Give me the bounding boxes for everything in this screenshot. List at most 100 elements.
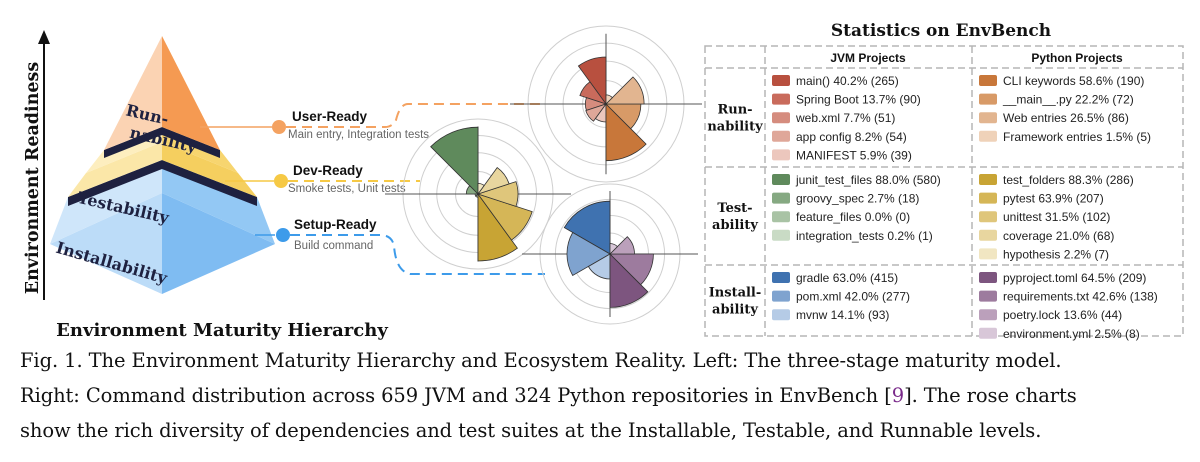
rose-wedge-python (476, 167, 510, 195)
row-label: Test- (717, 201, 752, 216)
rose-wedge-python (477, 182, 485, 196)
stage-name-setup-ready: Setup-Ready (294, 217, 377, 232)
legend-item: poetry.lock 13.6% (44) (1003, 308, 1122, 322)
caption-line-2-start: Right: Command distribution across 659 J… (20, 384, 892, 407)
legend-swatch (979, 290, 997, 302)
pyramid: Run- nability Testability Installability (50, 36, 275, 294)
stage-dot-dev-ready (274, 174, 288, 188)
legend-item: MANIFEST 5.9% (39) (796, 148, 912, 162)
legend-swatch (772, 130, 790, 142)
legend-swatch (772, 149, 790, 161)
stage-desc-setup-ready: Build command (294, 240, 373, 252)
legend-swatch (772, 192, 790, 204)
legend-item: web.xml 7.7% (51) (795, 111, 895, 125)
rose-wedge-jvm (577, 56, 607, 106)
legend-item: gradle 63.0% (415) (796, 271, 898, 285)
legend-item: junit_test_files 88.0% (580) (795, 173, 941, 187)
caption-line-1: Fig. 1. The Environment Maturity Hierarc… (20, 349, 1062, 372)
stage-labels: User-Ready Main entry, Integration tests… (288, 109, 429, 252)
stage-connectors (200, 103, 545, 275)
rose-wedge-python (605, 94, 613, 105)
rose-wedge-jvm (430, 126, 479, 195)
rose-chart-testability (385, 118, 571, 270)
legend-item: environment.yml 2.5% (8) (1003, 327, 1140, 341)
legend-item: Web entries 26.5% (86) (1003, 111, 1129, 125)
legend-swatch (772, 272, 790, 283)
legend-swatch (772, 309, 790, 321)
legend-item: test_folders 88.3% (286) (1003, 173, 1134, 187)
legend-item: coverage 21.0% (68) (1003, 229, 1114, 243)
rose-wedge-python (476, 181, 519, 207)
pyramid-divider (104, 127, 220, 158)
legend-swatch (772, 112, 790, 124)
rose-wedge-jvm (563, 200, 611, 255)
legend-swatch (979, 272, 997, 283)
pyramid-level-testability (68, 142, 162, 197)
legend-swatch (772, 174, 790, 185)
legend-item: feature_files 0.0% (0) (796, 210, 910, 224)
stats-title: Statistics on EnvBench (831, 21, 1051, 41)
stage-dot-setup-ready (276, 228, 290, 242)
legend-swatch (979, 248, 997, 260)
caption-line-2-end: ]. The rose charts (904, 384, 1077, 407)
rose-chart-runnability (510, 25, 702, 183)
legend-item: app config 8.2% (54) (796, 130, 907, 144)
rose-wedge-python (476, 193, 533, 241)
row-label: Install- (709, 286, 762, 301)
legend-swatch (979, 327, 997, 339)
legend-item: pytest 63.9% (207) (1003, 192, 1104, 206)
rose-wedge-python (605, 76, 645, 105)
stage-dot-user-ready (272, 120, 286, 134)
legend-item: Framework entries 1.5% (5) (1003, 130, 1151, 144)
legend-item: unittest 31.5% (102) (1003, 210, 1110, 224)
rose-wedge-python (609, 236, 635, 255)
stage-desc-user-ready: Main entry, Integration tests (288, 129, 429, 141)
legend-swatch (979, 130, 997, 142)
legend-item: CLI keywords 58.6% (190) (1003, 74, 1144, 88)
legend-swatch (772, 290, 790, 302)
legend-item: Spring Boot 13.7% (90) (796, 93, 921, 107)
legend-item: main() 40.2% (265) (796, 74, 899, 88)
legend-swatch (772, 229, 790, 241)
rose-wedge-jvm (579, 81, 608, 105)
rose-wedge-python (609, 253, 654, 286)
row-label: ability (712, 218, 758, 233)
rose-wedge-jvm (585, 103, 608, 122)
legend-swatch (772, 75, 790, 86)
legend-swatch (979, 211, 997, 223)
row-label: nability (707, 120, 763, 135)
legend-swatch (979, 229, 997, 241)
col-header-python: Python Projects (1031, 51, 1123, 65)
rose-wedge-jvm (566, 231, 611, 277)
rose-wedge-jvm (465, 185, 479, 195)
y-axis: Environment Readiness (23, 30, 50, 300)
legend-swatch (979, 93, 997, 105)
legend-item: __main__.py 22.2% (72) (1002, 93, 1134, 107)
legend-item: pyproject.toml 64.5% (209) (1003, 271, 1146, 285)
rose-wedge-python (477, 192, 518, 262)
row-label: ability (712, 303, 758, 318)
legend-item: requirements.txt 42.6% (138) (1003, 290, 1158, 304)
stats-table: Statistics on EnvBench JVM Projects Pyth… (704, 21, 1184, 341)
stage-desc-dev-ready: Smoke tests, Unit tests (288, 183, 406, 195)
col-header-jvm: JVM Projects (830, 51, 906, 65)
legend-item: integration_tests 0.2% (1) (796, 229, 933, 243)
legend-item: hypothesis 2.2% (7) (1003, 247, 1109, 261)
legend-swatch (979, 309, 997, 321)
caption-line-3: show the rich diversity of dependencies … (20, 419, 1042, 442)
rose-wedge-python (609, 253, 649, 308)
legend-item: mvnw 14.1% (93) (796, 308, 889, 322)
legend-swatch (979, 75, 997, 86)
legend-swatch (979, 112, 997, 124)
legend-swatch (772, 93, 790, 105)
legend-swatch (772, 211, 790, 223)
pyramid-level-installability (50, 193, 162, 294)
legend-item: pom.xml 42.0% (277) (796, 290, 910, 304)
figure-caption: Fig. 1. The Environment Maturity Hierarc… (20, 343, 1190, 448)
caption-line-2: Right: Command distribution across 659 J… (20, 378, 1190, 413)
stage-name-dev-ready: Dev-Ready (293, 163, 363, 178)
pyramid-level-runnability (104, 36, 162, 150)
pyramid-divider (68, 160, 257, 206)
legend-swatch (979, 174, 997, 185)
